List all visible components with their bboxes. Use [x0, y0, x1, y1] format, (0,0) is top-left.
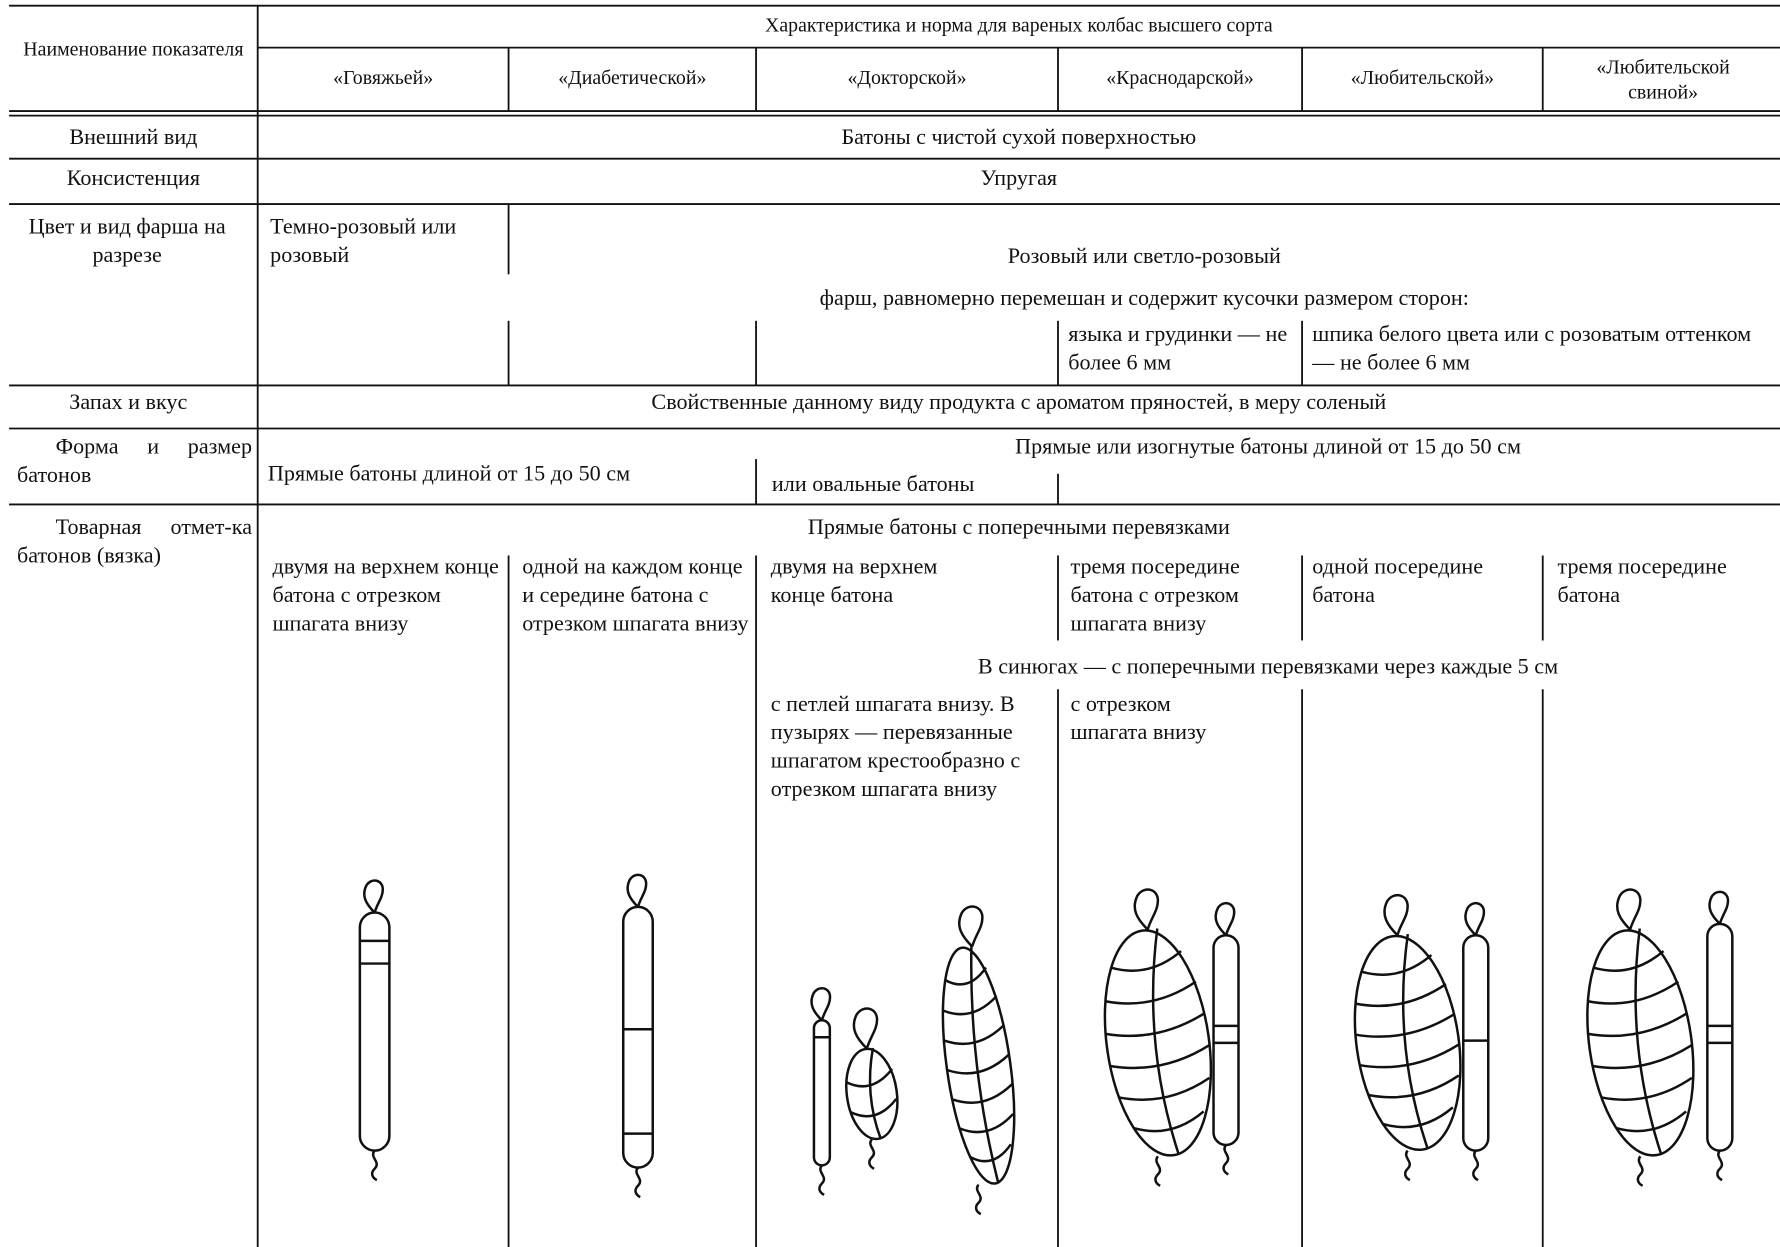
header-column: «Любительской» — [1350, 65, 1495, 89]
string-tail — [1403, 1149, 1411, 1182]
string-loop — [852, 1007, 879, 1050]
cell: тремя посередине батона с отрезком шпага… — [1070, 555, 1240, 636]
net-string — [1361, 954, 1433, 976]
net-string — [951, 1083, 1014, 1104]
sausage — [621, 905, 654, 1169]
sausage-netted — [1103, 929, 1213, 1157]
net-string — [1587, 980, 1680, 1005]
string-loop — [363, 879, 385, 914]
cell: с отрезком шпагата внизу — [1070, 692, 1207, 745]
row-label: Цвет и вид фарша на разрезе — [28, 215, 226, 268]
string-loop — [1464, 901, 1486, 937]
net-string — [1118, 1076, 1211, 1101]
cell: двумя на верхнем конце батона с отрезком… — [272, 555, 499, 636]
row-label: Запах и вкус — [69, 391, 188, 415]
sausage — [812, 1018, 832, 1167]
cell: тремя посередине батона — [1557, 555, 1727, 608]
sausage — [1462, 933, 1490, 1152]
sausage — [1212, 933, 1240, 1147]
cell: Прямые батоны с поперечными перевязками — [807, 515, 1230, 540]
cell: языка и грудинки — не более 6 мм — [1068, 323, 1288, 376]
net-string — [1587, 1012, 1688, 1038]
string-loop — [810, 986, 832, 1022]
cell: Прямые батоны длиной от 15 до 50 см — [267, 462, 631, 487]
string-tail — [1154, 1155, 1162, 1187]
string-loop — [1708, 890, 1730, 925]
string-tail — [370, 1149, 378, 1182]
net-string — [1105, 980, 1197, 1005]
net-string — [1593, 950, 1665, 972]
net-string — [1110, 950, 1182, 972]
sausage-netted — [1586, 929, 1695, 1157]
sausage — [358, 911, 391, 1152]
net-string — [1109, 1044, 1210, 1070]
net-string — [1355, 983, 1447, 1008]
string-tail — [1716, 1149, 1724, 1182]
cell: Упругая — [980, 166, 1058, 191]
cell: Прямые или изогнутые батоны длиной от 15… — [1015, 435, 1521, 460]
string-tail — [634, 1166, 642, 1199]
net-string — [1592, 1044, 1693, 1070]
string-tail — [1636, 1155, 1644, 1187]
sausage-netted — [1353, 934, 1462, 1152]
string-tail — [818, 1164, 826, 1196]
string-tail — [868, 1138, 876, 1170]
net-string — [868, 1047, 882, 1139]
cell: с петлей шпагата внизу. В пузырях — пере… — [770, 692, 1021, 802]
header-column: «Говяжьей» — [333, 65, 434, 89]
cell: одной посередине батона — [1312, 555, 1484, 608]
header-column: «Краснодарской» — [1106, 65, 1254, 89]
net-string — [946, 1053, 1010, 1075]
string-loop — [626, 873, 648, 908]
header-row-label: Наименование показателя — [23, 37, 244, 61]
header-column: «Диабетической» — [558, 65, 707, 89]
net-string — [1368, 1074, 1460, 1099]
row-label: Товарная отмет-ка батонов (вязка) — [17, 515, 253, 568]
row-label: Форма и размер батонов — [17, 435, 253, 488]
row-label: Консистенция — [66, 166, 201, 191]
net-string — [1401, 933, 1429, 1150]
header-column: «Любительской свиной» — [1596, 55, 1730, 104]
string-loop — [958, 905, 984, 948]
net-string — [944, 966, 987, 986]
net-string — [1105, 1012, 1206, 1038]
net-string — [942, 995, 998, 1016]
header-group-title: Характеристика и норма для вареных колба… — [765, 13, 1273, 37]
string-tail — [1472, 1149, 1480, 1182]
string-loop — [1133, 888, 1160, 931]
cell: Свойственные данному виду продукта с аро… — [651, 391, 1387, 415]
cell: или овальные батоны — [771, 472, 975, 497]
cell: шпика белого цвета или с розоватым оттен… — [1312, 323, 1752, 376]
string-tail — [974, 1183, 982, 1216]
row-label: Внешний вид — [69, 125, 198, 150]
cell: одной на каждом конце и середине батона … — [522, 555, 749, 636]
sausage — [1706, 922, 1734, 1152]
string-tail — [1222, 1144, 1230, 1176]
cell: двумя на верхнем конце батона — [770, 555, 938, 608]
net-string — [1355, 1012, 1456, 1038]
header-column: «Докторской» — [847, 65, 967, 89]
sausage-netted — [941, 946, 1016, 1185]
net-string — [969, 946, 1000, 1184]
cell: В синюгах — с поперечными перевязками че… — [977, 655, 1559, 680]
net-string — [1634, 928, 1663, 1155]
net-string — [1601, 1076, 1693, 1101]
cell: Розовый или светло-розовый — [1007, 244, 1281, 269]
string-loop — [1383, 893, 1409, 937]
cell: фарш, равномерно перемешан и содержит ку… — [819, 286, 1469, 311]
sausage-netted — [845, 1047, 899, 1141]
string-loop — [1615, 888, 1642, 931]
cell: Темно-розовый или розовый — [270, 215, 457, 268]
net-string — [1359, 1043, 1460, 1069]
cell: Батоны с чистой сухой поверхностью — [841, 125, 1197, 150]
net-string — [1151, 928, 1180, 1155]
string-loop — [1214, 901, 1236, 937]
